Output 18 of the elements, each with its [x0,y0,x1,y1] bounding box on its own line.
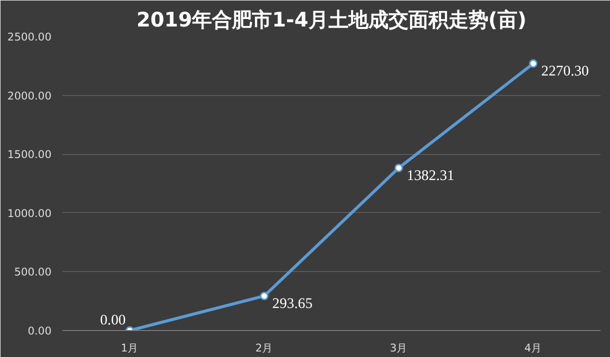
y-tick-label: 2500.00 [7,30,52,44]
y-tick-label: 2000.00 [7,89,52,102]
y-tick-label: 1500.00 [7,148,52,162]
point [260,292,268,300]
data-label: 2270.30 [541,64,589,80]
x-tick-label: 1月 [120,342,139,354]
x-tick-label: 2月 [255,342,274,354]
x-tick-label: 4月 [524,342,542,354]
data-label: 293.65 [272,296,313,312]
x-tick-label: 3月 [390,342,408,354]
point [529,59,538,68]
data-label: 1382.31 [406,168,454,184]
point [394,164,403,172]
y-tick-label: 0.00 [28,324,52,338]
y-tick-label: 1000.00 [7,206,52,220]
y-tick-label: 500.00 [14,266,52,279]
data-label: 0.00 [100,312,126,328]
chart-title: 2019年合肥市1-4月土地成交面积走势(亩) [136,8,527,32]
